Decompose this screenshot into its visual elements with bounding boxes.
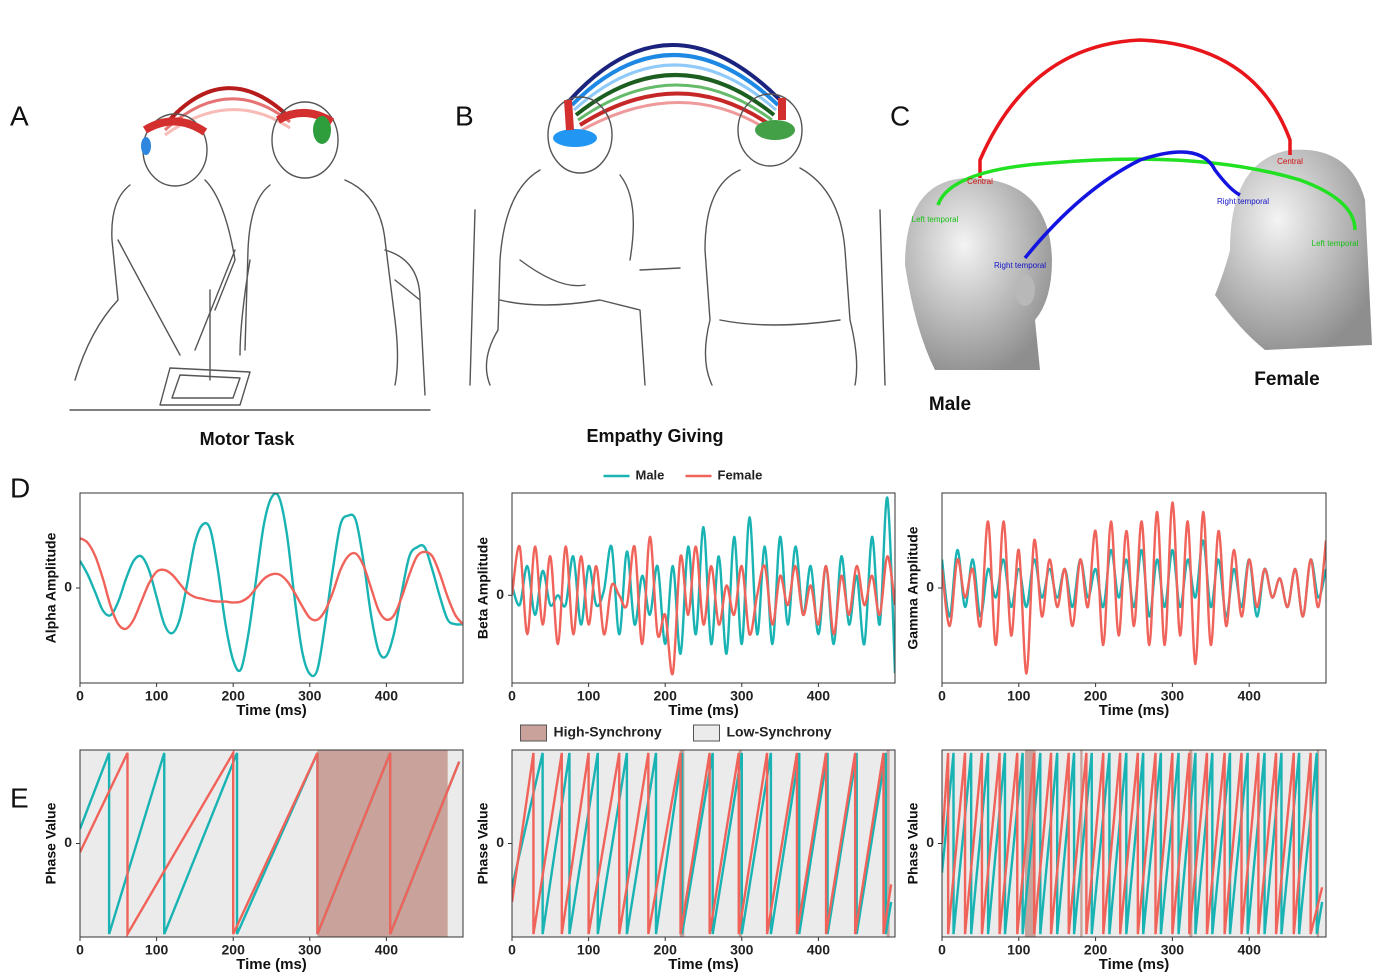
x-axis-label: Time (ms)	[668, 702, 739, 719]
x-tick-label: 0	[76, 688, 84, 704]
x-tick-label: 0	[938, 942, 946, 958]
motor-task-illustration	[70, 88, 430, 410]
y-tick-label: 0	[64, 579, 72, 595]
caption: Motor Task	[200, 429, 296, 449]
panel-labels: A B C D E	[10, 100, 910, 813]
head-label: Left temporal	[912, 215, 959, 224]
x-tick-label: 100	[145, 688, 169, 704]
panel-label: A	[10, 100, 29, 131]
high-synchrony-region	[317, 750, 447, 937]
x-tick-label: 0	[508, 942, 516, 958]
empathy-illustration	[470, 45, 885, 385]
x-tick-label: 400	[1238, 688, 1262, 704]
legend-swatch	[521, 725, 547, 741]
x-axis-label: Time (ms)	[236, 702, 307, 719]
head-label: Right temporal	[994, 261, 1046, 270]
heads-illustration	[905, 40, 1372, 370]
y-axis-label: Phase Value	[43, 802, 59, 884]
y-axis-label: Phase Value	[475, 802, 491, 884]
y-axis-label: Gamma Amplitude	[905, 526, 921, 649]
x-tick-label: 100	[577, 688, 601, 704]
head-label: Central	[967, 177, 993, 186]
x-tick-label: 400	[1238, 942, 1262, 958]
x-tick-label: 100	[1007, 688, 1031, 704]
page: {"figure": { "panel_labels": ["A", "B", …	[0, 0, 1384, 973]
x-tick-label: 400	[375, 688, 399, 704]
x-tick-label: 400	[807, 942, 831, 958]
x-tick-label: 0	[938, 688, 946, 704]
x-tick-label: 400	[375, 942, 399, 958]
legend-label: Male	[636, 467, 665, 482]
head-name: Male	[929, 394, 971, 415]
y-tick-label: 0	[64, 834, 72, 850]
legend-swatch	[694, 725, 720, 741]
x-axis-label: Time (ms)	[668, 956, 739, 973]
x-axis-label: Time (ms)	[236, 956, 307, 973]
y-tick-label: 0	[496, 586, 504, 602]
x-tick-label: 100	[1007, 942, 1031, 958]
panel-label: C	[890, 100, 910, 131]
legend-label: Female	[718, 467, 763, 482]
head-label: Central	[1277, 157, 1303, 166]
panel-label: D	[10, 472, 30, 503]
head-label: Left temporal	[1312, 239, 1359, 248]
figure: A B C D E Motor Task	[0, 0, 1384, 973]
y-tick-label: 0	[926, 834, 934, 850]
y-axis-label: Alpha Amplitude	[43, 532, 59, 643]
x-tick-label: 100	[145, 942, 169, 958]
x-axis-label: Time (ms)	[1099, 956, 1170, 973]
legend-label: High-Synchrony	[554, 724, 662, 740]
x-tick-label: 0	[76, 942, 84, 958]
y-tick-label: 0	[926, 579, 934, 595]
x-tick-label: 100	[577, 942, 601, 958]
x-tick-label: 400	[807, 688, 831, 704]
head-label: Right temporal	[1217, 197, 1269, 206]
caption: Empathy Giving	[586, 426, 723, 446]
y-axis-label: Phase Value	[905, 802, 921, 884]
y-tick-label: 0	[496, 834, 504, 850]
panel-label: E	[10, 782, 29, 813]
panel-label: B	[455, 100, 474, 131]
head-name: Female	[1254, 369, 1319, 390]
legend-label: Low-Synchrony	[727, 724, 832, 740]
y-axis-label: Beta Amplitude	[475, 537, 491, 639]
x-axis-label: Time (ms)	[1099, 702, 1170, 719]
x-tick-label: 0	[508, 688, 516, 704]
